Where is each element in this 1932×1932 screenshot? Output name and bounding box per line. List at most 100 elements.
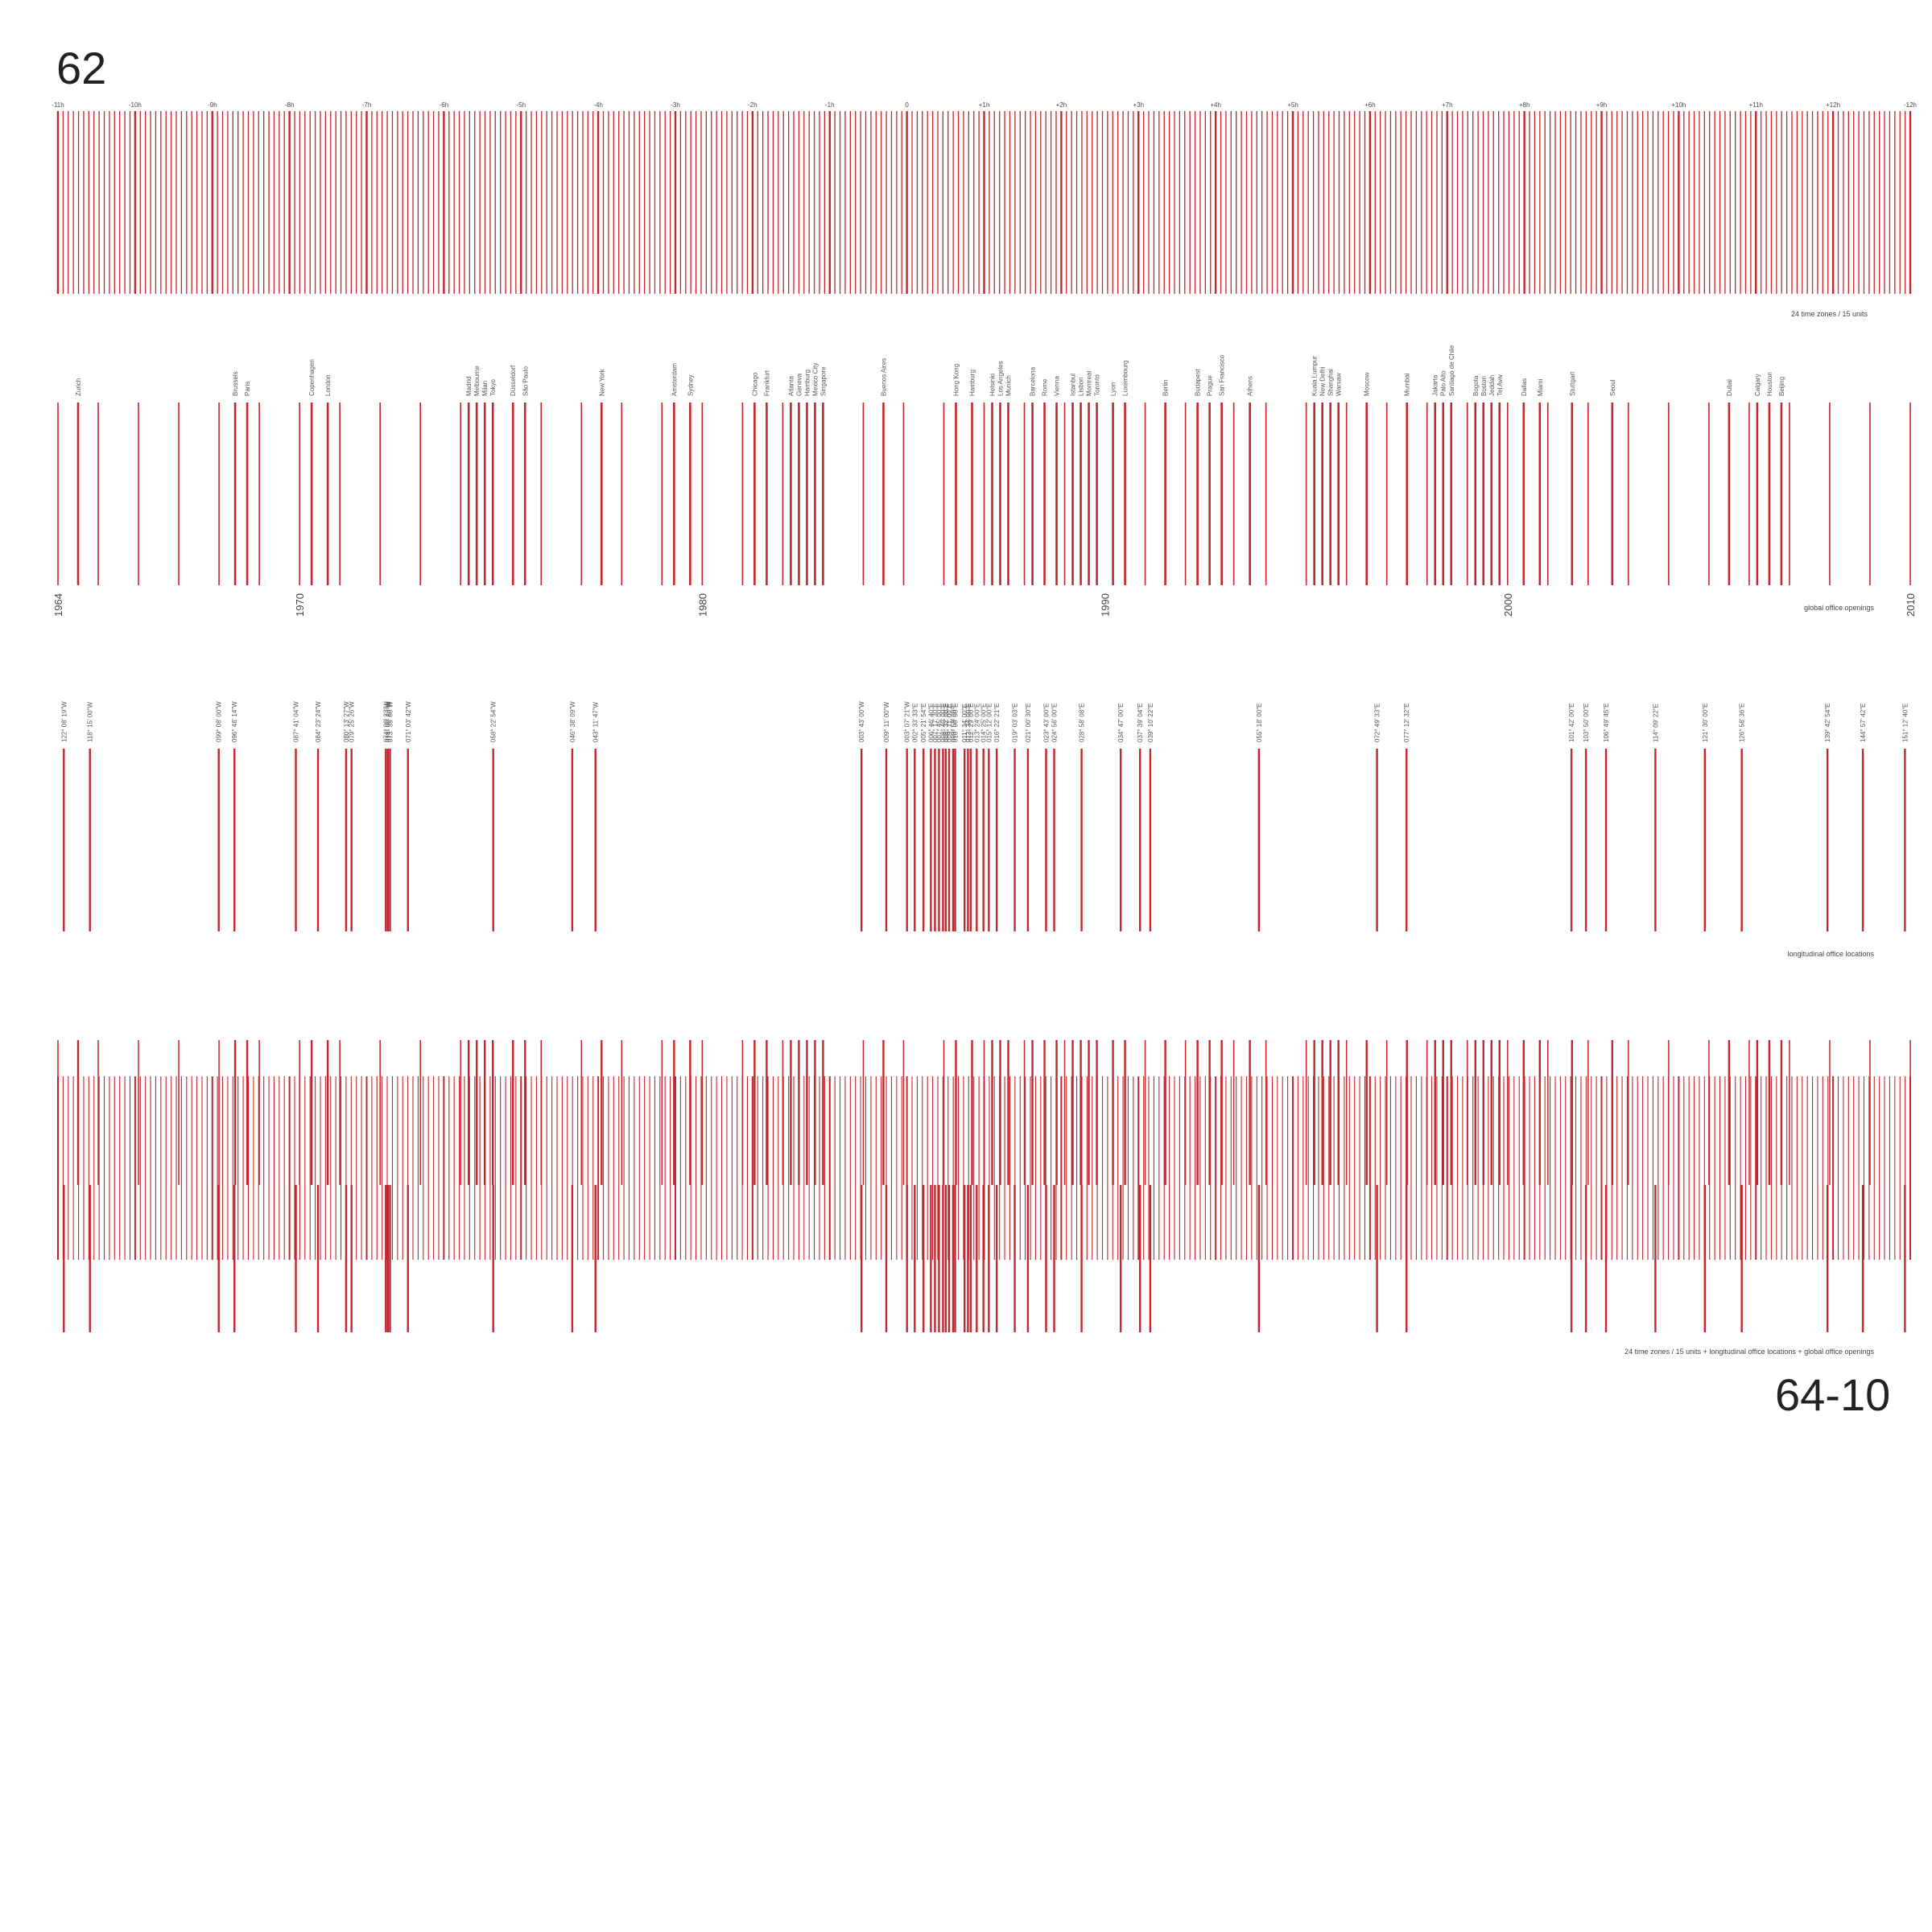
longitude-label: 013° 24' 00"E [973, 704, 980, 743]
time-zone-tick-label: +3h [1133, 101, 1144, 109]
longitude-label: 118° 15' 00"W [87, 701, 94, 742]
opening-city-label: Moscow [1364, 372, 1371, 396]
year-tick-label: 1964 [52, 593, 64, 617]
longitude-label: 074° 00' 23"W [385, 701, 392, 742]
opening-city-label: Sydney [687, 374, 694, 396]
opening-city-label: Düsseldorf [510, 365, 517, 396]
opening-city-label: Amsterdam [671, 363, 678, 396]
time-zone-tick-label: +10h [1671, 101, 1686, 109]
year-tick-label: 2010 [1905, 593, 1917, 617]
longitude-label: 014° 25' 00"E [980, 704, 988, 743]
longitude-label: 079° 25' 26"W [349, 701, 356, 742]
longitude-label: 019° 03' 03"E [1012, 704, 1019, 743]
opening-city-label: Geneva [795, 373, 803, 396]
longitude-label: 139° 42' 54"E [1824, 704, 1831, 743]
opening-city-label: Jakarta [1432, 374, 1439, 396]
page-title: 64-10 [1775, 1369, 1891, 1420]
opening-city-label: New Delhi [1319, 366, 1327, 396]
opening-city-label: Helsinki [989, 374, 997, 396]
opening-city-label: San Francisco [1219, 354, 1226, 396]
opening-city-label: Paris [244, 382, 251, 396]
longitude-label: 072° 49' 33"E [1374, 704, 1381, 743]
opening-city-label: Miami [1537, 378, 1544, 396]
longitude-label: 008° 40' 00"E [939, 704, 947, 743]
opening-city-label: Mexico City [811, 363, 819, 396]
opening-city-label: Beijing [1778, 377, 1785, 396]
longitude-label: 074° 00' 23"W [382, 701, 390, 742]
longitude-label: 144° 57' 42"E [1860, 704, 1867, 743]
opening-city-label: Los Angeles [997, 361, 1005, 396]
longitude-label: 151° 12' 40"E [1901, 704, 1909, 743]
caption-longitude: longitudinal office locations [1788, 950, 1875, 958]
longitude-label: 006° 46' 40"E [927, 704, 935, 743]
time-zone-tick-label: +7h [1442, 101, 1453, 109]
opening-city-label: Montreal [1086, 371, 1093, 396]
longitude-label: 084° 23' 24"W [315, 701, 322, 742]
longitude-label: 003° 43' 00"W [858, 701, 865, 742]
time-zone-tick-label: +12h [1826, 101, 1840, 109]
opening-city-label: Dubai [1726, 379, 1733, 396]
opening-city-label: Bogota [1472, 375, 1480, 396]
longitude-label: 046° 38' 09"W [569, 701, 576, 742]
opening-city-label: Lisbon [1078, 377, 1085, 396]
opening-city-label: Atlanta [787, 376, 795, 396]
longitude-label: 005° 21' 54"E [920, 704, 927, 743]
time-zone-tick-label: -9h [208, 101, 217, 109]
opening-city-label: New York [598, 368, 605, 396]
opening-city-label: Tokyo [489, 379, 497, 396]
time-zone-tick-label: +11h [1749, 101, 1763, 109]
time-zone-tick-label: +1h [979, 101, 990, 109]
opening-city-label: London [324, 374, 332, 396]
longitude-label: 007° 45' 00"E [935, 704, 943, 743]
opening-city-label: Warsaw [1335, 373, 1343, 396]
longitude-label: 016° 22' 21"E [993, 704, 1001, 743]
opening-city-label: Boston [1480, 376, 1488, 396]
opening-city-label: Munich [1005, 375, 1013, 396]
opening-city-label: Frankfurt [763, 369, 770, 396]
time-zone-tick-label: -1h [825, 101, 835, 109]
longitude-label: 096° 48' 14"W [231, 701, 238, 742]
longitude-label: 011° 34' 00"E [961, 704, 968, 742]
opening-city-label: Dallas [1521, 378, 1528, 396]
opening-city-label: Zurich [75, 378, 82, 396]
longitude-label: 106° 49' 45"E [1603, 704, 1610, 743]
longitude-label: 021° 00' 30"E [1025, 704, 1032, 743]
longitude-label: 077° 12' 32"E [1403, 704, 1410, 743]
opening-city-label: Tel Aviv [1496, 374, 1504, 396]
time-zone-tick-label: -6h [440, 101, 449, 109]
year-tick-label: 1980 [696, 593, 708, 617]
longitude-label: 055° 18' 00"E [1256, 704, 1263, 743]
opening-city-label: Palo Alto [1440, 370, 1447, 396]
time-zone-tick-label: +9h [1596, 101, 1608, 109]
longitude-label: 099° 08' 00"W [216, 701, 223, 742]
opening-city-label: Copenhagen [308, 359, 316, 396]
time-zone-tick-label: -5h [516, 101, 526, 109]
opening-city-label: Stuttgart [1569, 371, 1576, 396]
opening-city-label: Istanbul [1070, 374, 1077, 396]
page-number: 62 [56, 43, 107, 93]
opening-city-label: São Paulo [522, 366, 529, 396]
longitude-label: 007° 17' 30"E [931, 704, 939, 743]
opening-city-label: Chicago [751, 372, 758, 396]
opening-city-label: Brussels [232, 371, 239, 396]
time-zone-tick-label: +4h [1210, 101, 1221, 109]
longitude-label: 023° 43' 00"E [1042, 704, 1050, 743]
time-zone-tick-label: 0 [905, 101, 909, 109]
longitude-label: 073° 35' 00"W [387, 701, 394, 742]
opening-city-label: Hamburg [968, 369, 976, 396]
longitude-label: 028° 58' 08"E [1079, 704, 1086, 743]
longitude-label: 122° 08' 19"W [60, 701, 68, 742]
opening-city-label: Prague [1207, 375, 1214, 396]
longitude-label: 080° 13' 27"W [343, 701, 350, 742]
time-zones-panel: -11h -10h -9h -8h -7h -6h -5h -4h -3h -2h -1h 0 +1h +… [52, 101, 1917, 294]
longitude-label: 012° 29' 00"E [968, 704, 975, 743]
opening-city-label: Barcelona [1030, 366, 1037, 396]
longitude-label: 101° 42' 00"E [1568, 704, 1575, 743]
longitude-panel: 122° 08' 19"W 118° 15' 00"W 099° 08' 00"W 0… [60, 701, 1909, 931]
time-zone-tick-label: -10h [129, 101, 142, 109]
opening-city-label: Madrid [465, 377, 473, 396]
opening-city-label: Buenos Aires [880, 358, 887, 396]
opening-city-label: Kuala Lumpur [1311, 356, 1319, 396]
opening-city-label: Milan [481, 381, 489, 396]
longitude-label: 043° 11' 47"W [592, 701, 600, 742]
